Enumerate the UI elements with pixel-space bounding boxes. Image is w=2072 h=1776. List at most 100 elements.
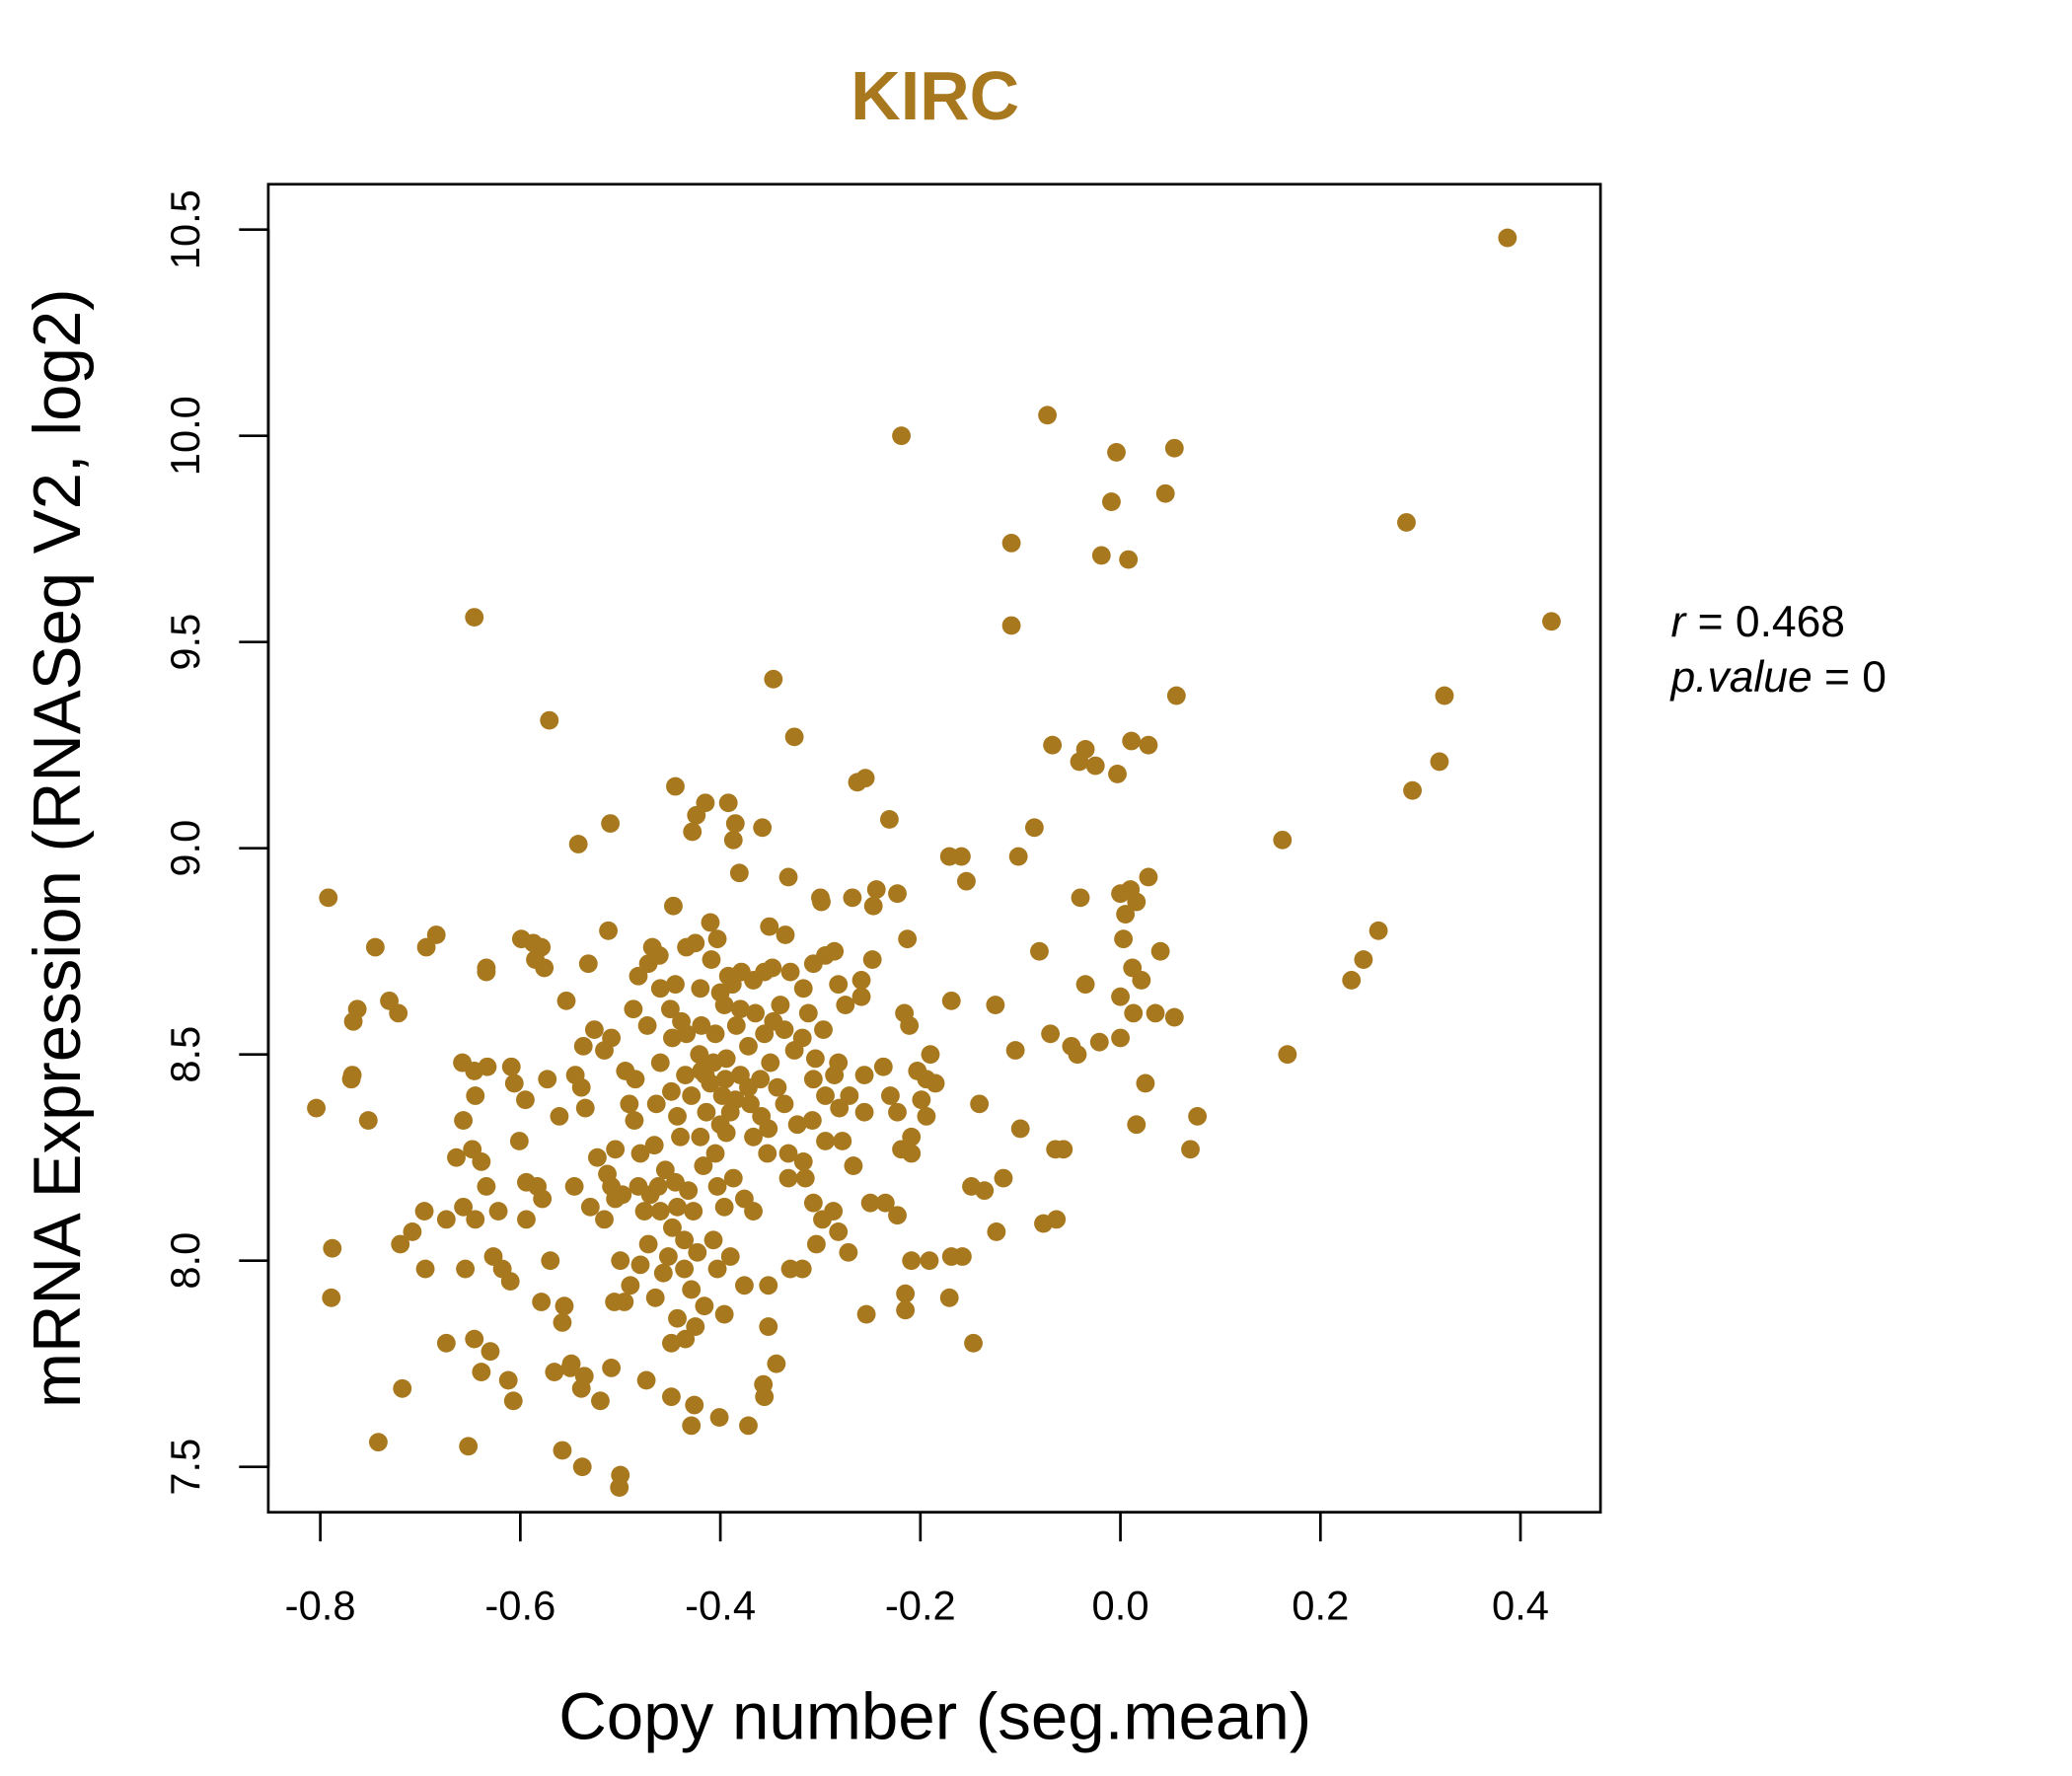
data-point — [347, 999, 367, 1019]
data-point — [1166, 686, 1186, 705]
y-tick-label: 10.0 — [162, 396, 208, 476]
data-point — [739, 1416, 758, 1436]
data-point — [481, 1342, 500, 1362]
data-point — [1498, 228, 1517, 248]
data-point — [575, 1098, 595, 1118]
data-point — [535, 958, 555, 978]
r-eq: = — [1685, 598, 1736, 646]
data-point — [898, 929, 918, 949]
data-point — [1107, 443, 1126, 462]
data-point — [778, 1168, 798, 1188]
data-point — [730, 1066, 750, 1085]
data-point — [625, 1111, 644, 1130]
data-point — [1111, 987, 1130, 1006]
data-point — [1089, 1032, 1109, 1052]
data-point — [658, 1247, 678, 1266]
data-point — [839, 1242, 858, 1262]
data-point — [712, 1086, 732, 1105]
r-symbol: r — [1670, 598, 1687, 646]
data-point — [477, 1177, 496, 1196]
data-point — [640, 1185, 660, 1205]
data-point — [666, 975, 685, 995]
data-point — [664, 896, 683, 916]
data-point — [759, 1276, 778, 1295]
data-point — [941, 1247, 961, 1266]
data-point — [456, 1259, 476, 1279]
data-point — [572, 1457, 592, 1477]
data-point — [1188, 1107, 1208, 1126]
data-point — [896, 1300, 916, 1320]
data-point — [705, 1144, 725, 1163]
data-point — [833, 1132, 852, 1150]
x-tick-label: 0.4 — [1492, 1583, 1549, 1629]
data-point — [888, 884, 907, 904]
data-point — [1071, 888, 1090, 908]
data-point — [735, 1189, 754, 1209]
data-point — [902, 1127, 922, 1147]
data-point — [677, 937, 697, 957]
data-point — [854, 1102, 874, 1122]
data-point — [811, 888, 830, 908]
data-point — [637, 1016, 657, 1035]
data-point — [741, 1094, 760, 1114]
data-point — [488, 1202, 508, 1221]
data-point — [768, 1077, 787, 1097]
data-point — [672, 1011, 691, 1031]
data-point — [729, 863, 749, 883]
data-point — [668, 1308, 687, 1328]
data-point — [602, 1028, 622, 1048]
data-point — [414, 1202, 434, 1221]
data-point — [662, 1081, 681, 1101]
data-point — [556, 991, 576, 1010]
data-point — [509, 1132, 529, 1150]
data-point — [720, 1102, 740, 1122]
data-point — [649, 945, 669, 965]
data-point — [389, 1003, 408, 1023]
data-point — [650, 1202, 670, 1221]
data-point — [691, 979, 710, 999]
data-point — [584, 1020, 604, 1040]
data-point — [571, 1077, 591, 1097]
data-point — [676, 1329, 696, 1349]
data-point — [638, 1234, 658, 1254]
data-point — [710, 1115, 730, 1135]
data-point — [702, 950, 721, 969]
data-point — [795, 1168, 815, 1188]
data-point — [688, 1242, 707, 1262]
x-tick-label: -0.8 — [285, 1583, 356, 1629]
data-point — [1435, 686, 1454, 705]
data-point — [843, 888, 862, 908]
data-point — [921, 1045, 940, 1065]
data-point — [587, 1147, 607, 1167]
data-point — [682, 1416, 702, 1436]
data-point — [436, 1333, 456, 1353]
data-point — [365, 937, 385, 957]
data-point — [975, 1181, 995, 1201]
data-point — [1127, 1115, 1147, 1135]
data-point — [653, 1263, 673, 1283]
data-point — [802, 1111, 822, 1130]
data-point — [746, 1003, 765, 1023]
data-point — [322, 1288, 341, 1307]
data-point — [660, 999, 680, 1019]
data-point — [634, 1202, 654, 1221]
data-point — [676, 1066, 696, 1085]
data-point — [1010, 1119, 1030, 1139]
data-point — [912, 1090, 931, 1110]
data-point — [716, 1049, 736, 1069]
p-eq: = — [1813, 653, 1863, 702]
data-point — [650, 979, 670, 999]
data-point — [662, 1333, 681, 1353]
p-value-number: 0 — [1862, 653, 1887, 702]
data-point — [964, 1333, 983, 1353]
data-point — [1043, 735, 1063, 755]
data-point — [692, 1016, 711, 1035]
data-point — [478, 1057, 497, 1076]
data-point — [855, 769, 875, 788]
data-point — [416, 937, 436, 957]
data-point — [1132, 971, 1151, 990]
data-point — [447, 1147, 466, 1167]
data-point — [836, 996, 855, 1014]
data-point — [606, 1140, 626, 1159]
